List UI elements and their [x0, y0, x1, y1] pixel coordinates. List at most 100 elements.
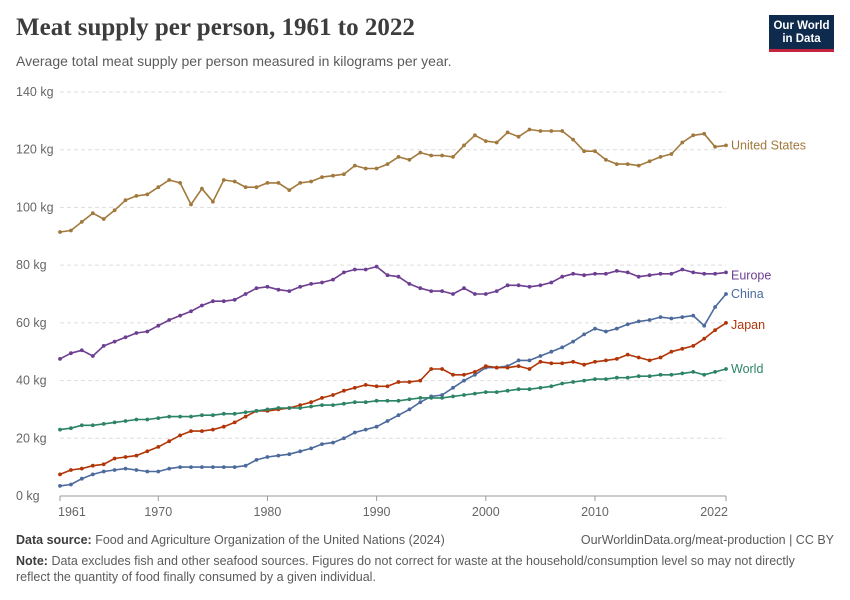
data-point-world [429, 396, 434, 400]
y-tick-label: 120 kg [16, 143, 54, 157]
data-point-japan [593, 359, 597, 364]
data-point-japan [483, 364, 488, 368]
data-point-united-states [352, 163, 357, 168]
data-point-europe [363, 267, 368, 272]
data-point-united-states [462, 143, 466, 148]
data-point-united-states [79, 220, 84, 224]
data-point-japan [451, 372, 455, 377]
data-point-china [396, 413, 401, 418]
data-point-china [538, 354, 543, 358]
data-point-world [298, 406, 303, 410]
data-point-japan [396, 380, 401, 384]
data-point-world [134, 417, 139, 422]
data-point-china [549, 349, 554, 354]
chart-title: Meat supply per person, 1961 to 2022 [16, 14, 415, 41]
data-point-world [702, 372, 707, 377]
data-point-united-states [309, 179, 313, 184]
gridlines [60, 91, 726, 439]
owid-logo[interactable]: Our World in Data [769, 15, 834, 52]
data-point-europe [505, 283, 510, 288]
data-point-world [451, 394, 455, 399]
data-point-japan [58, 472, 62, 477]
logo-line-2: in Data [782, 33, 821, 45]
data-point-united-states [69, 228, 73, 233]
data-point-world [101, 422, 106, 426]
data-point-china [462, 378, 466, 383]
data-point-europe [614, 269, 619, 273]
data-point-china [221, 465, 226, 469]
data-point-united-states [232, 179, 237, 184]
data-point-united-states [298, 181, 303, 185]
data-point-united-states [473, 133, 477, 138]
data-point-europe [625, 270, 630, 275]
data-point-europe [221, 299, 226, 304]
data-point-china [243, 463, 248, 468]
data-point-united-states [702, 131, 707, 136]
data-point-world [396, 398, 401, 403]
data-point-europe [167, 318, 172, 322]
data-point-world [625, 375, 630, 380]
data-point-japan [145, 449, 150, 454]
data-point-china [604, 329, 608, 334]
data-point-united-states [538, 129, 543, 133]
data-point-europe [658, 271, 663, 276]
data-point-europe [156, 323, 161, 328]
data-point-europe [538, 283, 543, 288]
data-point-europe [440, 289, 444, 293]
data-point-japan [429, 367, 434, 371]
series-line-united-states [59, 128, 727, 233]
data-point-united-states [516, 134, 521, 139]
data-point-europe [287, 289, 292, 293]
data-source-label: Data source: [16, 533, 92, 547]
y-tick-label: 140 kg [16, 85, 54, 99]
data-point-europe [396, 274, 401, 279]
data-point-europe [200, 303, 204, 308]
data-point-world [571, 380, 575, 384]
data-point-china [112, 468, 117, 472]
data-point-europe [112, 339, 117, 344]
series-line-japan [59, 322, 727, 476]
data-point-europe [58, 357, 62, 361]
chart-subtitle: Average total meat supply per person mea… [16, 53, 452, 69]
data-point-china [276, 453, 281, 458]
data-point-europe [494, 289, 499, 293]
data-point-europe [604, 271, 608, 276]
data-point-japan [211, 427, 215, 432]
data-point-china [134, 468, 139, 472]
data-point-japan [549, 361, 554, 366]
data-point-world [374, 398, 379, 403]
data-point-china [669, 316, 674, 321]
data-point-china [363, 427, 368, 432]
series-label-europe: Europe [731, 268, 771, 282]
data-source-text[interactable]: Food and Agriculture Organization of the… [95, 533, 445, 547]
data-point-china [407, 407, 412, 412]
data-point-japan [614, 357, 619, 361]
data-point-world [287, 406, 292, 410]
data-point-europe [320, 280, 324, 285]
data-point-europe [407, 282, 412, 286]
data-point-world [669, 372, 674, 377]
data-point-europe [582, 273, 586, 278]
data-point-united-states [374, 166, 379, 171]
data-point-united-states [593, 149, 597, 154]
data-point-china [232, 465, 237, 469]
data-point-united-states [58, 230, 62, 234]
data-point-europe [79, 348, 84, 353]
data-point-china [440, 393, 444, 397]
data-point-world [593, 377, 597, 381]
data-point-world [614, 375, 619, 380]
data-point-united-states [200, 186, 204, 191]
note-label: Note: [16, 554, 48, 568]
data-point-world [724, 367, 728, 371]
source-url[interactable]: OurWorldinData.org/meat-production | CC … [580, 533, 834, 547]
series-labels: United States Europe China Japan World [731, 138, 806, 376]
data-point-china [418, 400, 423, 405]
data-point-china [254, 458, 259, 462]
data-point-japan [167, 439, 172, 444]
data-point-world [276, 406, 281, 410]
data-point-japan [178, 433, 183, 438]
data-point-world [407, 397, 412, 402]
data-point-world [79, 423, 84, 428]
data-point-europe [418, 286, 423, 291]
data-point-china [451, 385, 455, 390]
